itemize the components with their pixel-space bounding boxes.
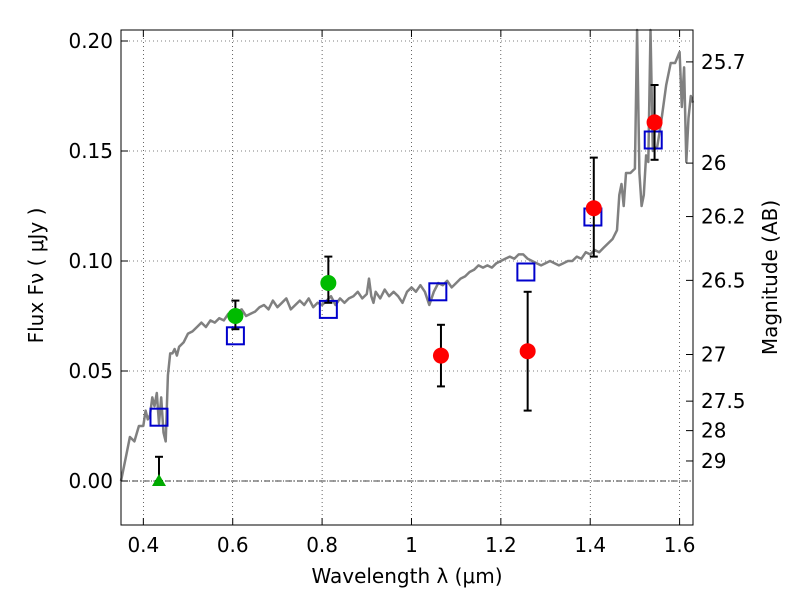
x-tick-label: 0.4	[127, 533, 159, 557]
measured-point-green	[320, 275, 337, 291]
x-tick-label: 1.6	[664, 533, 696, 557]
model-spectrum-line	[119, 28, 695, 482]
x-axis-label: Wavelength λ (μm)	[311, 564, 502, 588]
measured-point-green	[227, 308, 244, 324]
model-photometry-square	[428, 282, 448, 302]
x-tick-label: 0.8	[306, 533, 338, 557]
model-photometry-square	[149, 407, 169, 427]
error-bars-layer	[154, 84, 659, 482]
mag-tick-label: 29	[701, 449, 726, 473]
x-tick-label: 1.4	[574, 533, 606, 557]
mag-tick-label: 25.7	[701, 50, 746, 74]
model-spectrum-layer	[119, 28, 695, 482]
y-tick-label: 0.10	[68, 249, 113, 273]
measured-points-layer	[151, 114, 663, 486]
measured-point-red	[519, 343, 536, 360]
y2-axis-label: Magnitude (AB)	[758, 200, 782, 355]
y-axis-label: Flux Fν ( μJy )	[24, 208, 48, 344]
model-photometry-square	[643, 130, 663, 150]
grid	[121, 30, 693, 525]
mag-tick-label: 28	[701, 419, 726, 443]
model-photometry-square	[516, 262, 536, 282]
axis-ticks	[121, 30, 693, 525]
upper-limit-triangle	[151, 474, 166, 486]
mag-tick-label: 26.2	[701, 205, 746, 229]
measured-point-red	[585, 200, 602, 217]
model-photometry-layer	[149, 130, 663, 427]
y-tick-label: 0.20	[68, 29, 113, 53]
mag-tick-label: 26.5	[701, 268, 746, 292]
y-tick-label: 0.15	[68, 139, 113, 163]
x-tick-label: 0.6	[217, 533, 249, 557]
x-tick-label: 1	[405, 533, 418, 557]
measured-point-red	[646, 114, 663, 131]
measured-point-red	[432, 347, 449, 364]
tick-labels: 0.4 0.6 0.8 1 1.2 1.4 1.6 0.00 0.05 0.10 0.15 0.20 2…	[68, 29, 745, 557]
mag-tick-label: 26	[701, 151, 726, 175]
plot-frame	[120, 29, 694, 526]
mag-tick-label: 27.5	[701, 389, 746, 413]
x-tick-label: 1.2	[485, 533, 517, 557]
y-tick-label: 0.05	[68, 359, 113, 383]
mag-tick-label: 27	[701, 343, 726, 367]
y-tick-label: 0.00	[68, 469, 113, 493]
